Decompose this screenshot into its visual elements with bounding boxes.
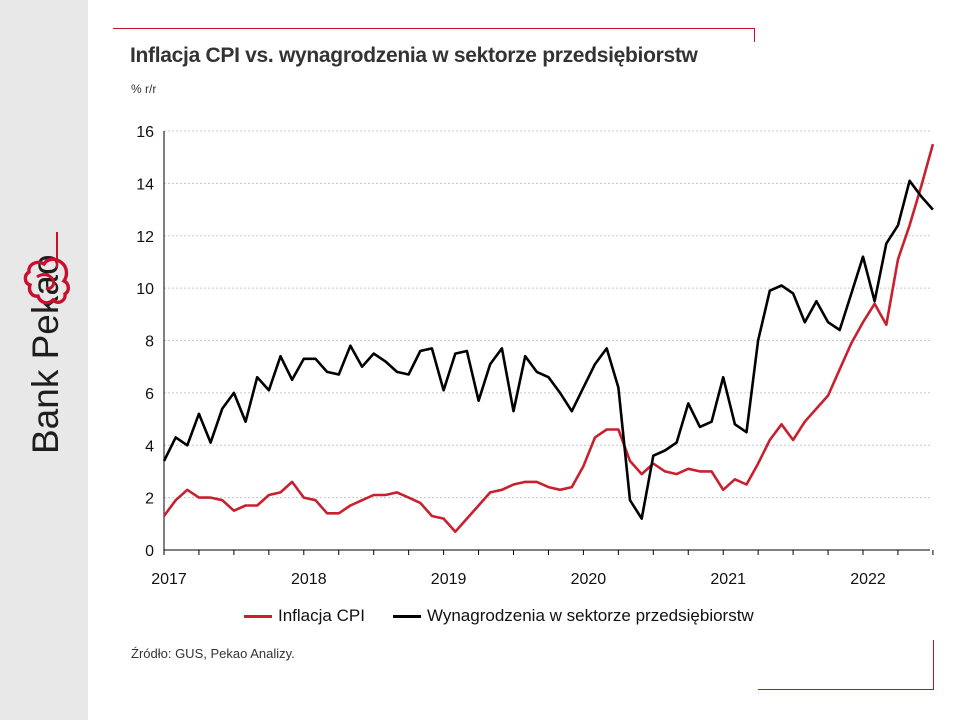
- y-tick-label: 16: [136, 124, 154, 141]
- x-tick-label: 2020: [571, 571, 607, 588]
- bison-logo-icon: [23, 257, 70, 305]
- unit-label: % r/r: [131, 82, 157, 96]
- y-tick-label: 10: [136, 281, 154, 298]
- legend-label-cpi: Inflacja CPI: [278, 606, 365, 625]
- legend-item-wages: Wynagrodzenia w sektorze przedsiębiorstw: [392, 606, 754, 626]
- legend-swatch-wages: [392, 614, 421, 618]
- series-line-cpi: [162, 143, 935, 534]
- x-tick-label: 2022: [850, 571, 886, 588]
- y-tick-label: 14: [136, 176, 154, 193]
- y-tick-label: 4: [145, 438, 154, 455]
- legend-item-cpi: Inflacja CPI: [244, 606, 365, 626]
- frame-top-tick: [754, 28, 755, 42]
- brand-sidebar: [0, 0, 88, 720]
- y-tick-label: 2: [145, 491, 154, 508]
- y-tick-label: 8: [145, 334, 154, 351]
- frame-bottom-line: [758, 689, 934, 690]
- y-tick-label: 0: [145, 543, 154, 560]
- x-tick-label: 2017: [151, 571, 187, 588]
- chart-title: Inflacja CPI vs. wynagrodzenia w sektorz…: [130, 44, 698, 67]
- source-note: Źródło: GUS, Pekao Analizy.: [131, 646, 295, 661]
- frame-top-line: [113, 28, 755, 29]
- legend-swatch-cpi: [244, 614, 272, 618]
- brand-separator: [56, 232, 58, 268]
- x-tick-label: 2021: [710, 571, 746, 588]
- y-tick-label: 6: [145, 386, 154, 403]
- frame-bottom-tick: [933, 640, 934, 690]
- legend: Inflacja CPI Wynagrodzenia w sektorze pr…: [244, 604, 782, 628]
- y-tick-label: 12: [136, 229, 154, 246]
- series-line-wages: [162, 179, 934, 520]
- x-tick-label: 2019: [431, 571, 467, 588]
- x-tick-label: 2018: [291, 571, 327, 588]
- legend-label-wages: Wynagrodzenia w sektorze przedsiębiorstw: [426, 606, 754, 625]
